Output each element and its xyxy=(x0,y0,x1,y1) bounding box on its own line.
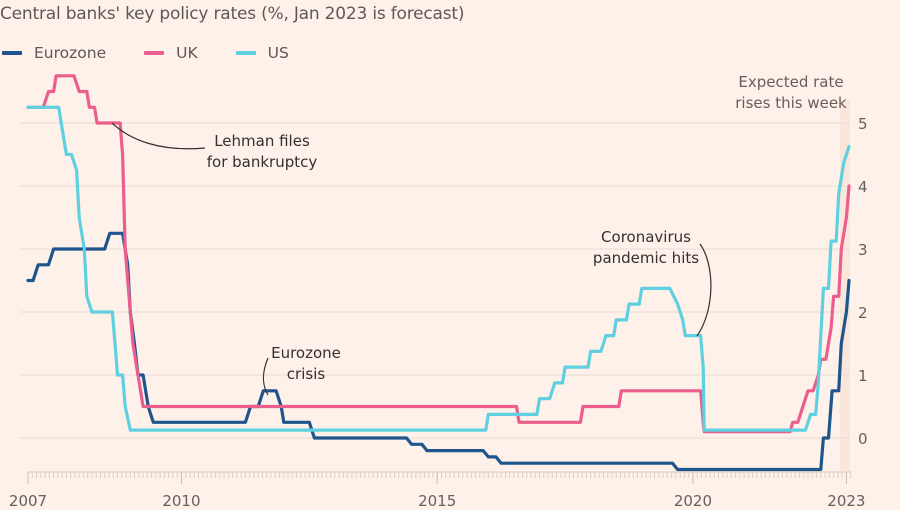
series-line-us xyxy=(26,105,851,432)
forecast-band xyxy=(840,100,850,472)
eurozone-crisis-annotation-line2: crisis xyxy=(287,365,326,383)
x-tick-label-2023: 2023 xyxy=(827,492,865,510)
y-tick-label-5: 5 xyxy=(858,115,868,133)
legend: Eurozone UK US xyxy=(2,44,289,62)
eurozone-crisis-leader-line xyxy=(262,357,269,396)
lehman-annotation-line1: Lehman files xyxy=(214,132,310,150)
forecast-annotation-line1: Expected rate xyxy=(738,73,843,91)
y-tick-label-3: 3 xyxy=(858,241,868,259)
x-tick-label-2010: 2010 xyxy=(162,492,200,510)
y-tick-label-4: 4 xyxy=(858,178,868,196)
legend-swatch-us xyxy=(235,51,256,55)
gridlines xyxy=(20,122,850,439)
annotations: Lehman files for bankruptcy Eurozone cri… xyxy=(111,73,847,396)
series-line-eurozone xyxy=(26,231,851,472)
x-tick-label-2020: 2020 xyxy=(674,492,712,510)
legend-item-us: US xyxy=(235,44,289,62)
x-tick-label-2007: 2007 xyxy=(9,492,47,510)
y-axis: 0 1 2 3 4 5 xyxy=(858,115,868,448)
legend-swatch-eurozone xyxy=(2,51,22,55)
coronavirus-annotation-line2: pandemic hits xyxy=(593,249,699,267)
lehman-annotation-line2: for bankruptcy xyxy=(207,153,318,171)
legend-label-eurozone: Eurozone xyxy=(34,44,107,62)
x-axis: 2007 2010 2015 2020 2023 xyxy=(9,471,865,510)
x-tick-label-2015: 2015 xyxy=(418,492,456,510)
y-tick-label-1: 1 xyxy=(858,367,868,385)
legend-label-uk: UK xyxy=(176,44,198,62)
legend-item-eurozone: Eurozone xyxy=(2,44,106,62)
y-tick-label-2: 2 xyxy=(858,304,868,322)
coronavirus-leader-line xyxy=(696,243,712,337)
coronavirus-annotation-line1: Coronavirus xyxy=(601,228,691,246)
forecast-annotation-line2: rises this week xyxy=(735,94,847,112)
series-line-uk xyxy=(26,74,851,434)
eurozone-crisis-annotation-line1: Eurozone xyxy=(271,344,341,362)
legend-label-us: US xyxy=(267,44,289,62)
y-tick-label-0: 0 xyxy=(858,430,868,448)
lehman-leader-line xyxy=(111,122,206,150)
series-lines xyxy=(26,74,851,472)
legend-item-uk: UK xyxy=(144,44,198,62)
legend-swatch-uk xyxy=(144,51,165,55)
chart-title: Central banks' key policy rates (%, Jan … xyxy=(0,4,465,24)
